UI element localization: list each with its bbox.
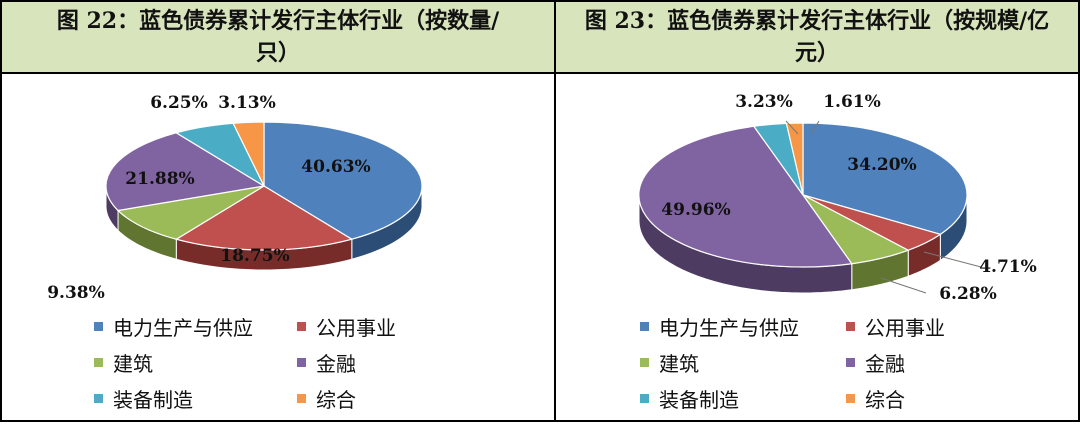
right-leader-utilities bbox=[923, 251, 982, 268]
right-leader-composite bbox=[810, 120, 820, 135]
right-label-equipment: 3.23% bbox=[735, 92, 793, 112]
right-slice-composite bbox=[785, 122, 804, 196]
left-legend-item-power: 电力生产与供应 bbox=[94, 312, 253, 341]
left-legend-item-construction: 建筑 bbox=[94, 348, 153, 377]
right-label-utilities: 4.71% bbox=[979, 257, 1037, 277]
left-legend-label-finance: 金融 bbox=[316, 352, 356, 376]
left-pie-top bbox=[105, 121, 423, 251]
right-label-finance: 49.96% bbox=[661, 200, 730, 220]
right-pie-top bbox=[638, 122, 968, 268]
right-title-line1: 图 23：蓝色债券累计发行主体行业（按规模/亿 bbox=[584, 8, 1050, 34]
right-legend-item-utilities: 公用事业 bbox=[846, 312, 945, 341]
left-label-utilities: 18.75% bbox=[220, 246, 289, 266]
right-legend-item-power: 电力生产与供应 bbox=[640, 312, 799, 341]
right-label-power: 34.20% bbox=[847, 155, 916, 175]
right-legend: 电力生产与供应 公用事业建筑 金融装备制造 综合 bbox=[556, 310, 1078, 420]
right-label-construction: 6.28% bbox=[939, 284, 997, 304]
left-legend-label-utilities: 公用事业 bbox=[316, 316, 396, 340]
left-title-line1: 图 22：蓝色债券累计发行主体行业（按数量/ bbox=[56, 8, 500, 34]
right-chart-title: 图 23：蓝色债券累计发行主体行业（按规模/亿 元） bbox=[585, 5, 1049, 69]
right-legend-label-equipment: 装备制造 bbox=[659, 388, 739, 412]
right-leader-equipment bbox=[785, 120, 799, 135]
right-leader-construction bbox=[880, 277, 927, 294]
right-label-composite: 1.61% bbox=[823, 92, 881, 112]
left-label-finance: 21.88% bbox=[125, 169, 194, 189]
right-legend-label-composite: 综合 bbox=[865, 388, 905, 412]
left-slice-construction bbox=[116, 185, 265, 240]
right-title-line2: 元） bbox=[794, 40, 839, 66]
left-legend-swatch-power bbox=[94, 322, 103, 331]
left-slice-finance bbox=[105, 132, 266, 212]
left-chart-title: 图 22：蓝色债券累计发行主体行业（按数量/ 只） bbox=[57, 5, 499, 69]
left-legend-swatch-equipment bbox=[94, 394, 103, 403]
left-label-composite: 3.13% bbox=[218, 93, 276, 113]
left-legend-swatch-construction bbox=[94, 358, 103, 367]
right-legend-label-construction: 建筑 bbox=[659, 352, 699, 376]
left-legend-swatch-utilities bbox=[297, 322, 306, 331]
left-legend-item-composite: 综合 bbox=[297, 384, 356, 413]
left-slice-composite bbox=[232, 121, 265, 187]
left-title-line2: 只） bbox=[255, 40, 300, 66]
left-legend-item-utilities: 公用事业 bbox=[297, 312, 396, 341]
left-legend-item-finance: 金融 bbox=[297, 348, 356, 377]
left-legend-swatch-finance bbox=[297, 358, 306, 367]
left-label-equipment: 6.25% bbox=[150, 93, 208, 113]
right-legend-label-power: 电力生产与供应 bbox=[659, 316, 799, 340]
left-legend-swatch-composite bbox=[297, 394, 306, 403]
left-label-power: 40.63% bbox=[301, 157, 370, 177]
right-legend-swatch-finance bbox=[846, 358, 855, 367]
right-chart-panel: 图 23：蓝色债券累计发行主体行业（按规模/亿 元） 34.20% 4.71% 6.… bbox=[554, 0, 1080, 422]
left-chart-panel: 图 22：蓝色债券累计发行主体行业（按数量/ 只） 40.63% 18.75% 9.… bbox=[0, 0, 556, 422]
right-pie-chart: 34.20% 4.71% 6.28% 49.96% 3.23% 1.61% bbox=[638, 92, 1037, 304]
left-legend-label-composite: 综合 bbox=[316, 388, 356, 412]
right-legend-label-utilities: 公用事业 bbox=[865, 316, 945, 340]
right-legend-swatch-power bbox=[640, 322, 649, 331]
right-legend-swatch-construction bbox=[640, 358, 649, 367]
left-legend-label-construction: 建筑 bbox=[113, 352, 153, 376]
left-chart-header: 图 22：蓝色债券累计发行主体行业（按数量/ 只） bbox=[2, 2, 554, 74]
left-legend-label-equipment: 装备制造 bbox=[113, 388, 193, 412]
right-pie-sides bbox=[638, 194, 968, 294]
right-legend-swatch-utilities bbox=[846, 322, 855, 331]
right-legend-item-finance: 金融 bbox=[846, 348, 905, 377]
left-pie-chart: 40.63% 18.75% 9.38% 21.88% 6.25% 3.13% bbox=[47, 93, 423, 303]
right-legend-swatch-composite bbox=[846, 394, 855, 403]
left-legend-item-equipment: 装备制造 bbox=[94, 384, 193, 413]
right-legend-label-finance: 金融 bbox=[865, 352, 905, 376]
left-slice-utilities bbox=[174, 185, 354, 251]
right-legend-swatch-equipment bbox=[640, 394, 649, 403]
left-pie-sides bbox=[105, 185, 423, 271]
left-legend: 电力生产与供应 公用事业建筑 金融装备制造 综合 bbox=[2, 310, 554, 420]
right-legend-item-equipment: 装备制造 bbox=[640, 384, 739, 413]
left-label-construction: 9.38% bbox=[47, 283, 105, 303]
right-slice-finance bbox=[638, 125, 853, 268]
right-legend-item-composite: 综合 bbox=[846, 384, 905, 413]
right-chart-header: 图 23：蓝色债券累计发行主体行业（按规模/亿 元） bbox=[556, 2, 1078, 74]
left-legend-label-power: 电力生产与供应 bbox=[113, 316, 253, 340]
right-legend-item-construction: 建筑 bbox=[640, 348, 699, 377]
